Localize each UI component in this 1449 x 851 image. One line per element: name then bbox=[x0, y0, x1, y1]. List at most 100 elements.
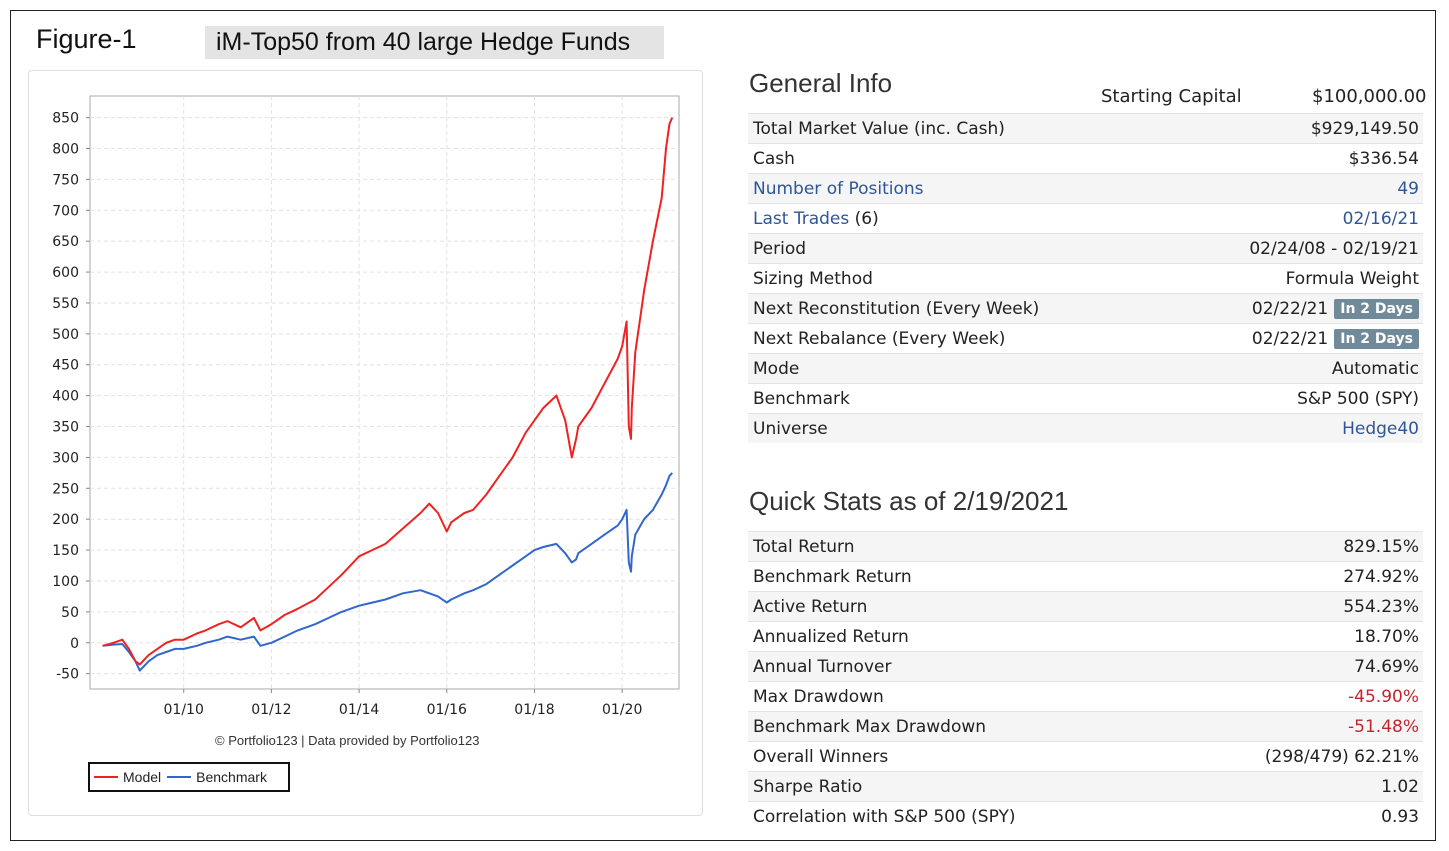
stat-row-benchmark: Benchmark S&P 500 (SPY) bbox=[748, 383, 1423, 414]
stat-label: Next Rebalance (Every Week) bbox=[748, 323, 1169, 354]
stat-label: Period bbox=[748, 233, 1169, 264]
series-line-model bbox=[102, 117, 674, 666]
stat-label-text: Period bbox=[753, 238, 807, 259]
stat-label: Mode bbox=[748, 353, 1169, 384]
stat-row-max-drawdown: Max Drawdown -45.90% bbox=[748, 681, 1423, 712]
stat-value-text: 0.93 bbox=[1381, 806, 1419, 827]
stat-label: Total Market Value (inc. Cash) bbox=[748, 113, 1169, 144]
stat-label-text: Overall Winners bbox=[753, 746, 889, 767]
general-info-table: Total Market Value (inc. Cash) $929,149.5… bbox=[748, 113, 1423, 443]
stat-row-next-reconstitution-every-week: Next Reconstitution (Every Week) 02/22/21… bbox=[748, 293, 1423, 324]
legend-item-model: Model bbox=[94, 769, 161, 785]
y-tick-label: 200 bbox=[52, 512, 79, 528]
stat-label: Benchmark bbox=[748, 383, 1169, 414]
stat-label-count: (6) bbox=[849, 208, 879, 229]
stat-label-text: Cash bbox=[753, 148, 795, 169]
y-tick-label: 850 bbox=[52, 111, 79, 127]
figure-title: iM-Top50 from 40 large Hedge Funds bbox=[205, 26, 664, 59]
legend-item-benchmark: Benchmark bbox=[167, 769, 267, 785]
performance-chart: -50 0 50 100 150 200 250 300 350 400 450 500 550 600 6… bbox=[52, 95, 680, 718]
general-info-title: General Info bbox=[749, 68, 893, 98]
stat-value-text: 554.23% bbox=[1343, 596, 1419, 617]
stat-row-mode: Mode Automatic bbox=[748, 353, 1423, 384]
stat-label-text[interactable]: Last Trades bbox=[753, 208, 850, 229]
stat-value[interactable]: 02/16/21 bbox=[1168, 203, 1423, 234]
stat-value-text: Formula Weight bbox=[1285, 268, 1419, 289]
stat-label-text: Mode bbox=[753, 358, 800, 379]
stat-value: 02/24/08 - 02/19/21 bbox=[1168, 233, 1423, 264]
y-tick-label: 750 bbox=[52, 172, 79, 188]
stat-value-text[interactable]: 02/16/21 bbox=[1342, 208, 1419, 229]
days-until-badge: In 2 Days bbox=[1334, 298, 1419, 319]
stat-row-cash: Cash $336.54 bbox=[748, 143, 1423, 174]
stat-row-benchmark-max-drawdown: Benchmark Max Drawdown -51.48% bbox=[748, 711, 1423, 742]
stat-label: Active Return bbox=[748, 591, 1170, 622]
stat-value: 02/22/21 In 2 Days bbox=[1168, 293, 1423, 324]
stat-value: S&P 500 (SPY) bbox=[1168, 383, 1423, 414]
x-tick-label: 01/14 bbox=[339, 702, 379, 718]
stat-value-text: 02/24/08 - 02/19/21 bbox=[1249, 238, 1419, 259]
stat-value-text: 02/22/21 bbox=[1251, 298, 1329, 319]
stat-label-text: Universe bbox=[753, 418, 828, 439]
x-tick-label: 01/10 bbox=[164, 702, 204, 718]
chart-credit: © Portfolio123 | Data provided by Portfo… bbox=[215, 733, 480, 748]
stat-row-period: Period 02/24/08 - 02/19/21 bbox=[748, 233, 1423, 264]
stat-value-text: $336.54 bbox=[1348, 148, 1419, 169]
y-tick-label: 250 bbox=[52, 481, 79, 497]
stat-row-next-rebalance-every-week: Next Rebalance (Every Week) 02/22/21 In 2 … bbox=[748, 323, 1423, 354]
y-tick-label: 550 bbox=[52, 296, 79, 312]
stat-value-text: 829.15% bbox=[1343, 536, 1419, 557]
y-tick-label: -50 bbox=[56, 667, 79, 683]
legend-label-benchmark: Benchmark bbox=[196, 769, 267, 785]
stat-row-total-return: Total Return 829.15% bbox=[748, 531, 1423, 562]
y-tick-label: 50 bbox=[61, 605, 79, 621]
stat-row-number-of-positions: Number of Positions 49 bbox=[748, 173, 1423, 204]
stat-label: Next Reconstitution (Every Week) bbox=[748, 293, 1169, 324]
stat-row-sharpe-ratio: Sharpe Ratio 1.02 bbox=[748, 771, 1423, 802]
stat-row-benchmark-return: Benchmark Return 274.92% bbox=[748, 561, 1423, 592]
stat-value: 74.69% bbox=[1169, 651, 1423, 682]
quick-stats-title: Quick Stats as of 2/19/2021 bbox=[749, 486, 1069, 516]
stat-value: 18.70% bbox=[1169, 621, 1423, 652]
stat-label: Annualized Return bbox=[748, 621, 1170, 652]
x-tick-label: 01/18 bbox=[514, 702, 554, 718]
stat-value-text[interactable]: 49 bbox=[1397, 178, 1419, 199]
stat-value[interactable]: 49 bbox=[1168, 173, 1423, 204]
stat-value: 1.02 bbox=[1169, 771, 1423, 802]
y-tick-label: 650 bbox=[52, 234, 79, 250]
days-until-badge: In 2 Days bbox=[1334, 328, 1419, 349]
figure-label: Figure-1 bbox=[36, 24, 137, 54]
stat-value: 554.23% bbox=[1169, 591, 1423, 622]
stat-label-text: Benchmark Return bbox=[753, 566, 912, 587]
stat-value-text: -45.90% bbox=[1348, 686, 1419, 707]
chart-panel bbox=[28, 70, 703, 816]
stat-label[interactable]: Last Trades (6) bbox=[748, 203, 1169, 234]
stat-value-text: 02/22/21 bbox=[1251, 328, 1329, 349]
y-tick-label: 0 bbox=[70, 636, 79, 652]
stat-label[interactable]: Number of Positions bbox=[748, 173, 1169, 204]
stat-label-text: Annualized Return bbox=[753, 626, 909, 647]
y-tick-label: 450 bbox=[52, 358, 79, 374]
stat-value-text: 18.70% bbox=[1354, 626, 1419, 647]
stat-value: $929,149.50 bbox=[1168, 113, 1423, 144]
legend-label-model: Model bbox=[123, 769, 162, 785]
stat-value: Automatic bbox=[1168, 353, 1423, 384]
stat-label-text: Max Drawdown bbox=[753, 686, 884, 707]
y-tick-label: 800 bbox=[52, 142, 79, 158]
stat-row-total-market-value-inc-cash: Total Market Value (inc. Cash) $929,149.5… bbox=[748, 113, 1423, 144]
stat-value-text: 274.92% bbox=[1343, 566, 1419, 587]
stat-row-universe: Universe Hedge40 bbox=[748, 413, 1423, 443]
x-tick-label: 01/16 bbox=[427, 702, 467, 718]
stat-row-annualized-return: Annualized Return 18.70% bbox=[748, 621, 1423, 652]
y-tick-label: 400 bbox=[52, 389, 79, 405]
stat-value[interactable]: Hedge40 bbox=[1168, 413, 1423, 443]
stat-value-text[interactable]: Hedge40 bbox=[1342, 418, 1419, 439]
stat-value-text: (298/479) 62.21% bbox=[1264, 746, 1419, 767]
stat-label-text: Active Return bbox=[753, 596, 868, 617]
y-tick-label: 100 bbox=[52, 574, 79, 590]
stat-value: 02/22/21 In 2 Days bbox=[1168, 323, 1423, 354]
stat-label: Sizing Method bbox=[748, 263, 1169, 294]
chart-legend: Model Benchmark bbox=[88, 762, 290, 792]
stat-label-text[interactable]: Number of Positions bbox=[753, 178, 924, 199]
stat-label-text: Sharpe Ratio bbox=[753, 776, 863, 797]
